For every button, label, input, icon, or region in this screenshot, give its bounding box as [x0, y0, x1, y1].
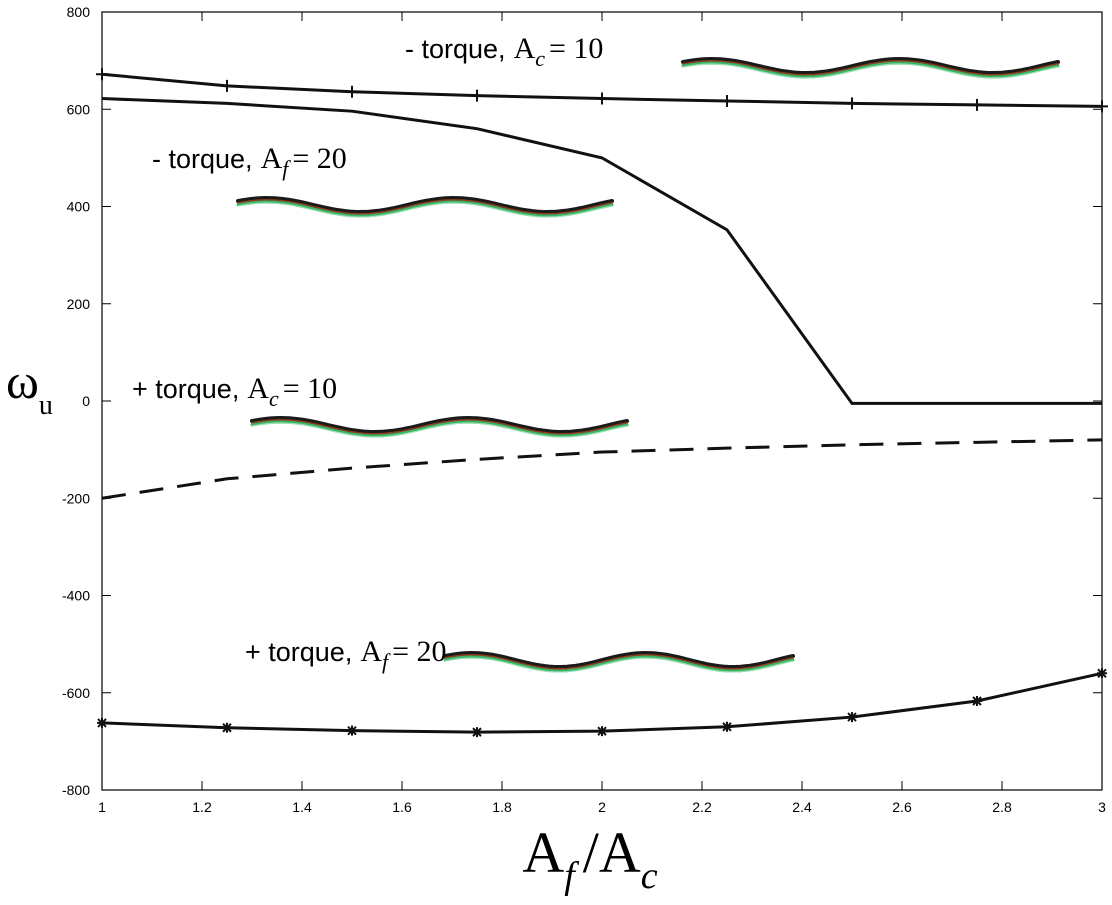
worm-stroke — [251, 418, 628, 436]
y-label-sub: u — [39, 390, 53, 421]
annotation: - torque, Ac = 10 — [405, 32, 603, 71]
y-tick-label: -400 — [62, 588, 90, 604]
x-tick-label: 2.4 — [792, 799, 812, 815]
y-tick-label: -200 — [62, 490, 90, 506]
annotation: + torque, Af = 20 — [245, 635, 447, 674]
y-tick-label: 600 — [67, 101, 91, 117]
annotation-rest: = 10 — [549, 32, 603, 65]
y-tick-label: 400 — [67, 199, 91, 215]
worm-stroke — [444, 657, 794, 673]
marker — [596, 92, 608, 105]
worm-stroke — [443, 650, 795, 670]
annotation-text: - torque, — [152, 144, 253, 174]
marker — [346, 85, 358, 98]
annotation-text: - torque, — [405, 34, 506, 64]
worm-stroke — [444, 653, 794, 671]
annotation-rest: = 20 — [292, 142, 346, 175]
x-label-rest: /A — [583, 820, 641, 885]
annotation-sub: f — [282, 156, 291, 181]
marker — [1096, 100, 1108, 113]
marker — [846, 97, 858, 110]
marker — [96, 68, 108, 81]
y-axis-label: ωu — [6, 353, 53, 421]
y-tick-label: -800 — [62, 782, 90, 798]
annotation-sub: f — [382, 649, 391, 674]
series-line — [101, 97, 1102, 405]
x-tick-label: 2.8 — [992, 799, 1012, 815]
worm-stroke — [237, 202, 613, 218]
x-axis-label: Af/Ac — [522, 820, 657, 897]
x-label-sub2: c — [641, 855, 658, 897]
y-tick-label: 800 — [67, 4, 91, 20]
worm-stroke — [251, 422, 628, 438]
x-tick-label: 1.8 — [492, 799, 512, 815]
worm-stroke — [681, 61, 1060, 79]
x-tick-label: 1.2 — [192, 799, 212, 815]
marker — [472, 727, 482, 738]
marker — [222, 722, 232, 733]
annotation-symbol: A — [247, 372, 269, 405]
worm-stroke — [237, 198, 613, 216]
annotation: - torque, Af = 20 — [152, 142, 347, 181]
x-tick-label: 1.6 — [392, 799, 412, 815]
annotation-sub: c — [535, 46, 545, 71]
worm-stroke — [236, 200, 614, 218]
worm-stroke — [681, 56, 1060, 76]
annotation-text: + torque, — [132, 374, 239, 404]
x-tick-label: 2.2 — [692, 799, 712, 815]
annotation-rest: = 20 — [392, 635, 446, 668]
annotation-text: + torque, — [245, 637, 352, 667]
marker — [1097, 668, 1107, 679]
marker — [971, 98, 983, 111]
marker — [721, 94, 733, 107]
worm-icons — [236, 56, 1060, 673]
marker — [972, 696, 982, 707]
x-tick-label: 1.4 — [292, 799, 312, 815]
annotation-symbol: A — [360, 635, 382, 668]
annotation: + torque, Ac = 10 — [132, 372, 337, 411]
worm-stroke — [682, 59, 1059, 77]
y-tick-label: 0 — [82, 393, 90, 409]
marker — [97, 717, 107, 728]
x-label-symbol: A — [522, 820, 564, 885]
y-tick-label: -600 — [62, 685, 90, 701]
x-tick-label: 2 — [598, 799, 606, 815]
marker — [722, 721, 732, 732]
annotation-symbol: A — [261, 142, 283, 175]
x-tick-label: 3 — [1098, 799, 1106, 815]
annotation-symbol: A — [514, 32, 536, 65]
y-tick-label: 200 — [67, 296, 91, 312]
worm-stroke — [236, 195, 614, 215]
x-label-sub: f — [564, 855, 579, 897]
worm-stroke — [250, 415, 629, 435]
marker — [597, 726, 607, 737]
marker — [847, 712, 857, 723]
series-line — [101, 438, 1103, 500]
worm-stroke — [443, 655, 795, 673]
x-tick-label: 1 — [98, 799, 106, 815]
annotation-rest: = 10 — [283, 372, 337, 405]
annotation-sub: c — [269, 386, 279, 411]
series-line — [101, 671, 1103, 734]
y-label-symbol: ω — [6, 353, 39, 409]
worm-stroke — [682, 63, 1059, 79]
x-tick-label: 2.6 — [892, 799, 912, 815]
marker — [347, 725, 357, 736]
worm-stroke — [250, 420, 629, 438]
marker — [471, 89, 483, 102]
marker — [221, 79, 233, 92]
